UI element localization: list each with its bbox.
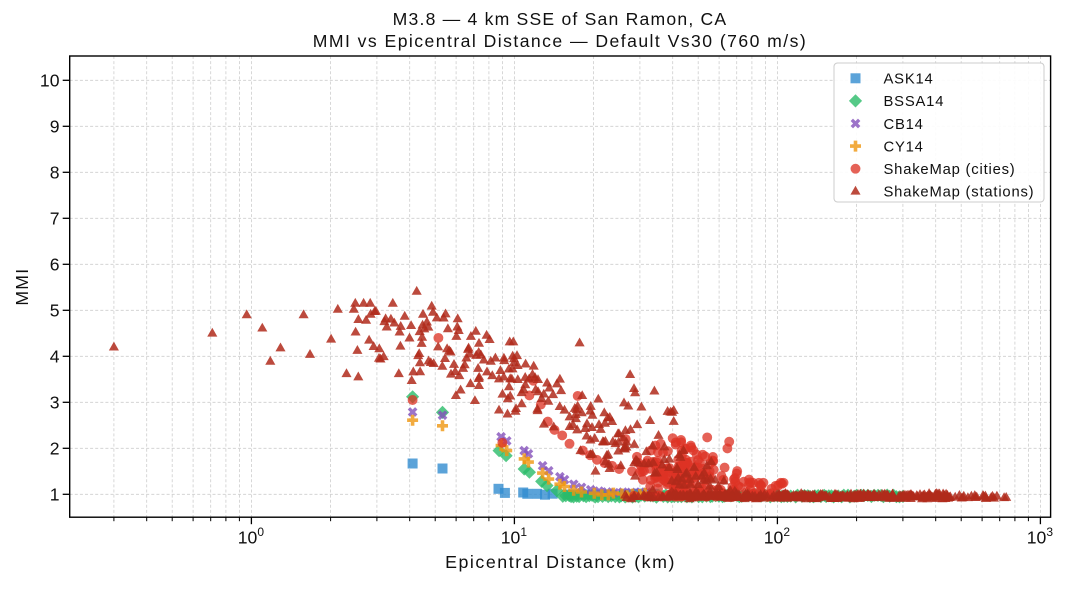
svg-text:MMI: MMI <box>12 268 32 306</box>
svg-text:10: 10 <box>40 71 60 91</box>
svg-text:M3.8 — 4 km SSE of San Ramon,: M3.8 — 4 km SSE of San Ramon, CA <box>393 9 728 29</box>
svg-text:4: 4 <box>50 347 60 367</box>
svg-text:9: 9 <box>50 117 60 137</box>
svg-text:ASK14: ASK14 <box>884 72 934 88</box>
svg-text:CB14: CB14 <box>884 117 924 133</box>
svg-text:ShakeMap (cities): ShakeMap (cities) <box>884 162 1016 178</box>
svg-text:6: 6 <box>50 255 60 275</box>
svg-text:8: 8 <box>50 163 60 183</box>
svg-text:7: 7 <box>50 209 60 229</box>
svg-text:Epicentral Distance (km): Epicentral Distance (km) <box>445 552 676 572</box>
svg-text:3: 3 <box>50 393 60 413</box>
svg-text:1: 1 <box>50 485 60 505</box>
svg-text:BSSA14: BSSA14 <box>884 94 945 110</box>
svg-text:CY14: CY14 <box>884 139 924 155</box>
svg-text:MMI vs Epicentral Distance — D: MMI vs Epicentral Distance — Default Vs3… <box>313 31 807 51</box>
svg-text:5: 5 <box>50 301 60 321</box>
svg-text:ShakeMap (stations): ShakeMap (stations) <box>884 185 1035 201</box>
svg-text:2: 2 <box>50 439 60 459</box>
